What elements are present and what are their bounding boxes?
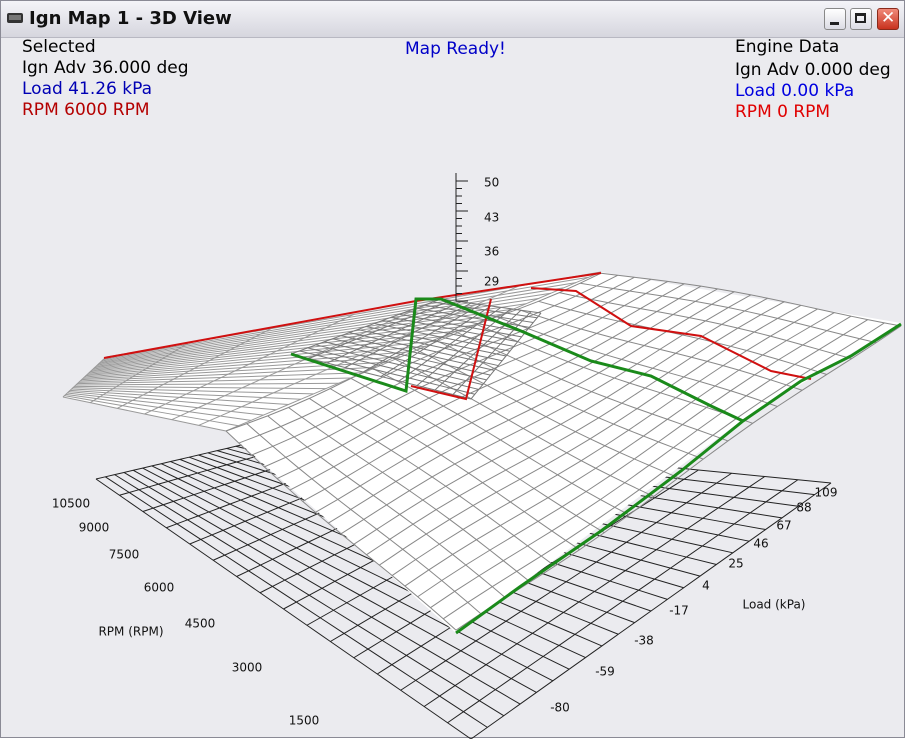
surface-mesh (171, 299, 437, 421)
floor-grid (423, 476, 766, 707)
surface-mesh (340, 294, 752, 535)
engine-data-panel: Engine Data Ign Adv 0.000 deg Load 0.00 … (735, 37, 891, 123)
app-icon (7, 13, 23, 23)
green-trace (455, 322, 902, 635)
selection-mesh (326, 301, 462, 364)
window-title: Ign Map 1 - 3D View (29, 8, 232, 29)
rpm-tick-label: 4500 (185, 617, 216, 631)
rpm-tick-label: 7500 (109, 548, 140, 562)
selected-load: Load 41.26 kPa (22, 79, 153, 99)
rpm-tick-label: 10500 (52, 497, 90, 511)
surface-mesh (430, 319, 868, 609)
floor-grid (447, 479, 799, 724)
status: Map Ready! (405, 39, 506, 59)
surface-mesh (89, 342, 189, 404)
selection-mesh (380, 305, 492, 377)
load-tick-label: 88 (796, 501, 811, 515)
selection-mesh (452, 311, 532, 395)
load-tick-label: 4 (702, 579, 710, 593)
surface-mesh (225, 271, 602, 432)
surface-mesh (117, 328, 272, 409)
engine-load: Load 0.00 kPa (735, 81, 855, 101)
engine-ign-adv: Ign Adv 0.000 deg (735, 60, 891, 80)
red-trace (530, 287, 812, 380)
surface-mesh (251, 276, 635, 456)
rpm-tick-label: 1500 (289, 714, 320, 728)
selection-mesh (308, 299, 452, 359)
selected-panel: Selected Ign Adv 36.000 deg Load 41.26 k… (22, 37, 189, 121)
rpm-tick-label: 9000 (79, 521, 110, 535)
selection-mesh (344, 302, 472, 368)
surface-mesh (144, 314, 354, 415)
selected-ign-adv: Ign Adv 36.000 deg (22, 58, 189, 78)
close-button[interactable]: ✕ (877, 8, 899, 30)
z-tick-label: 29 (484, 275, 499, 289)
floor-grid (470, 482, 832, 739)
surface-mesh (404, 312, 835, 587)
surface-mesh (225, 272, 602, 432)
green-trace (290, 297, 744, 423)
load-tick-label: 46 (753, 537, 768, 551)
selected-heading: Selected (22, 37, 96, 57)
surface-mesh (302, 285, 702, 502)
selected-rpm: RPM 6000 RPM (22, 100, 150, 120)
surface-mesh (442, 322, 885, 620)
engine-heading: Engine Data (735, 37, 840, 57)
surface-mesh (455, 325, 902, 631)
surface-mesh (379, 304, 802, 566)
z-tick-label: 43 (484, 211, 499, 225)
selection-mesh (362, 304, 482, 373)
selection-mesh (398, 306, 502, 382)
red-trace (410, 298, 492, 401)
floor-grid (400, 472, 732, 691)
title-bar: Ign Map 1 - 3D View ✕ (1, 1, 904, 38)
load-tick-label: 109 (815, 486, 838, 500)
z-tick-label: 36 (484, 245, 499, 259)
load-tick-label: -59 (595, 665, 615, 679)
surface-mesh (391, 308, 818, 576)
rpm-tick-label: 6000 (144, 581, 175, 595)
surface-mesh (289, 283, 685, 491)
rpm-axis-label: RPM (RPM) (98, 625, 163, 639)
rpm-tick-label: 3000 (232, 661, 263, 675)
engine-rpm: RPM 0 RPM (735, 102, 831, 122)
surface-mesh (353, 297, 768, 545)
load-tick-label: -80 (550, 701, 570, 715)
surface-mesh (417, 315, 852, 598)
z-tick-label: 50 (484, 176, 499, 190)
surface-mesh (264, 278, 652, 468)
load-tick-label: -17 (669, 604, 689, 618)
load-axis-label: Load (kPa) (743, 598, 806, 612)
load-tick-label: 67 (776, 519, 791, 533)
load-tick-label: -38 (634, 634, 654, 648)
selection-mesh (470, 312, 542, 400)
maximize-button[interactable] (850, 8, 872, 30)
load-tick-label: 25 (728, 557, 743, 571)
minimize-button[interactable] (824, 8, 846, 30)
surface-mesh (276, 280, 668, 480)
surface-mesh (62, 356, 107, 398)
